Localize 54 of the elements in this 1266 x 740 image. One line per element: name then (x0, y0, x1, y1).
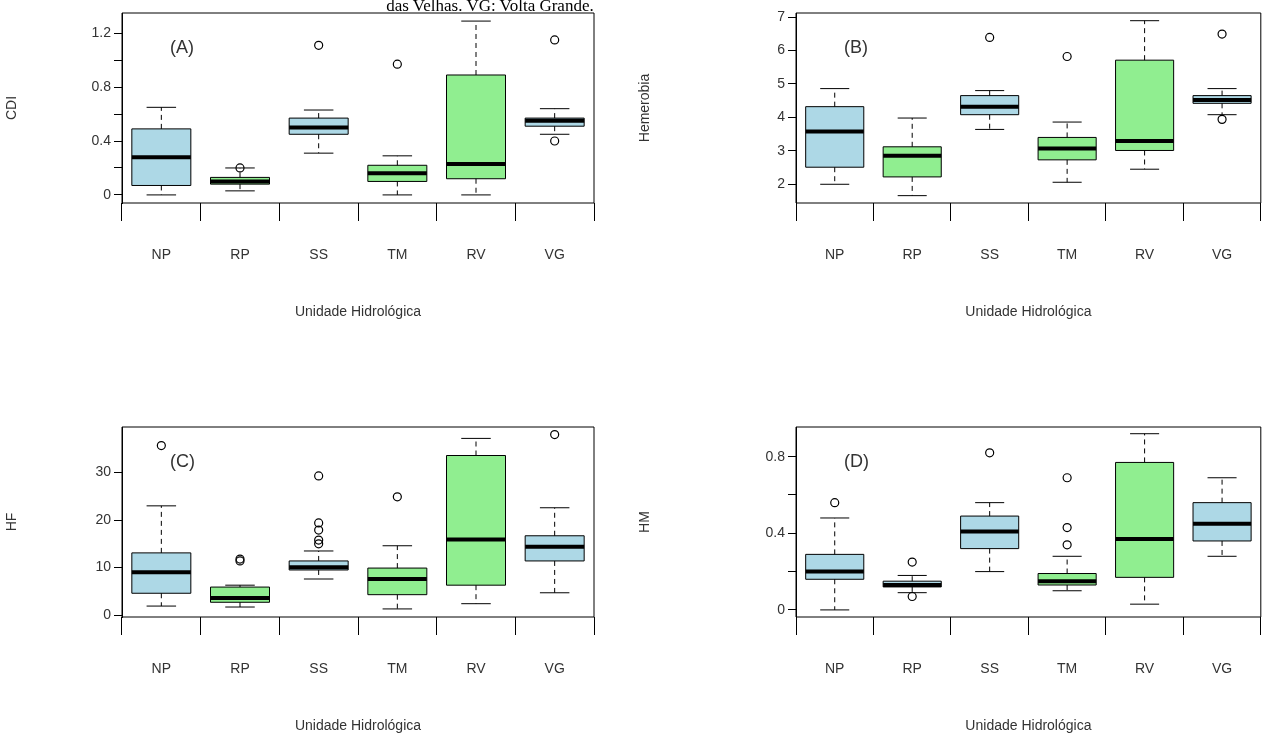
x-tick-label: RV (466, 660, 487, 677)
y-tick-label: 6 (777, 41, 786, 58)
x-tick-label: TM (387, 660, 408, 677)
x-tick-label: RP (902, 246, 922, 263)
y-tick-label: 3 (777, 141, 786, 158)
x-tick-label: RP (902, 660, 922, 677)
y-tick-label: 7 (777, 7, 786, 24)
x-tick-label: TM (1057, 660, 1078, 677)
y-tick-label: 20 (95, 510, 112, 527)
x-tick-label: NP (825, 246, 845, 263)
y-tick-label: 0 (103, 185, 112, 202)
y-axis-title: HM (636, 511, 653, 533)
x-tick-label: TM (387, 246, 408, 263)
x-tick-label: RV (1135, 246, 1155, 263)
x-tick-label: SS (980, 660, 1000, 677)
x-tick-label: NP (151, 246, 172, 263)
x-tick-label: VG (544, 246, 565, 263)
y-tick-label: 0 (777, 600, 786, 617)
x-tick-label: TM (1057, 246, 1078, 263)
annotation: (C) (170, 450, 195, 471)
x-tick-label: NP (825, 660, 845, 677)
annotation: (A) (170, 36, 194, 57)
annotation: das Velhas. VG: Volta Grande. (386, 0, 594, 15)
x-tick-label: SS (980, 246, 1000, 263)
x-axis-title: Unidade Hidrológica (965, 303, 1092, 320)
x-tick-label: VG (1211, 660, 1233, 677)
x-tick-label: NP (151, 660, 172, 677)
y-axis-title: Hemerobia (636, 73, 653, 143)
x-tick-label: RV (466, 246, 487, 263)
x-tick-label: VG (1211, 246, 1233, 263)
x-tick-label: VG (544, 660, 565, 677)
y-tick-label: 2 (777, 175, 786, 192)
annotation: (D) (844, 450, 869, 471)
y-tick-label: 0.8 (765, 447, 786, 464)
y-tick-label: 0.4 (765, 524, 786, 541)
x-tick-label: RV (1135, 660, 1155, 677)
y-tick-label: 0.8 (91, 77, 112, 94)
x-tick-label: SS (309, 660, 329, 677)
y-axis-title: HF (3, 512, 20, 532)
y-tick-label: 0.4 (91, 131, 112, 148)
y-tick-label: 10 (95, 558, 112, 575)
x-tick-label: RP (230, 660, 250, 677)
y-tick-label: 4 (777, 108, 786, 125)
annotation: (B) (844, 36, 868, 57)
y-axis-title: CDI (3, 95, 20, 121)
x-axis-title: Unidade Hidrológica (965, 717, 1092, 734)
y-tick-label: 1.2 (91, 24, 112, 41)
x-axis-title: Unidade Hidrológica (294, 303, 422, 320)
x-tick-label: SS (309, 246, 329, 263)
x-axis-title: Unidade Hidrológica (294, 717, 422, 734)
y-tick-label: 0 (103, 605, 112, 622)
y-tick-label: 5 (777, 74, 786, 91)
x-tick-label: RP (230, 246, 250, 263)
y-tick-label: 30 (95, 463, 112, 480)
